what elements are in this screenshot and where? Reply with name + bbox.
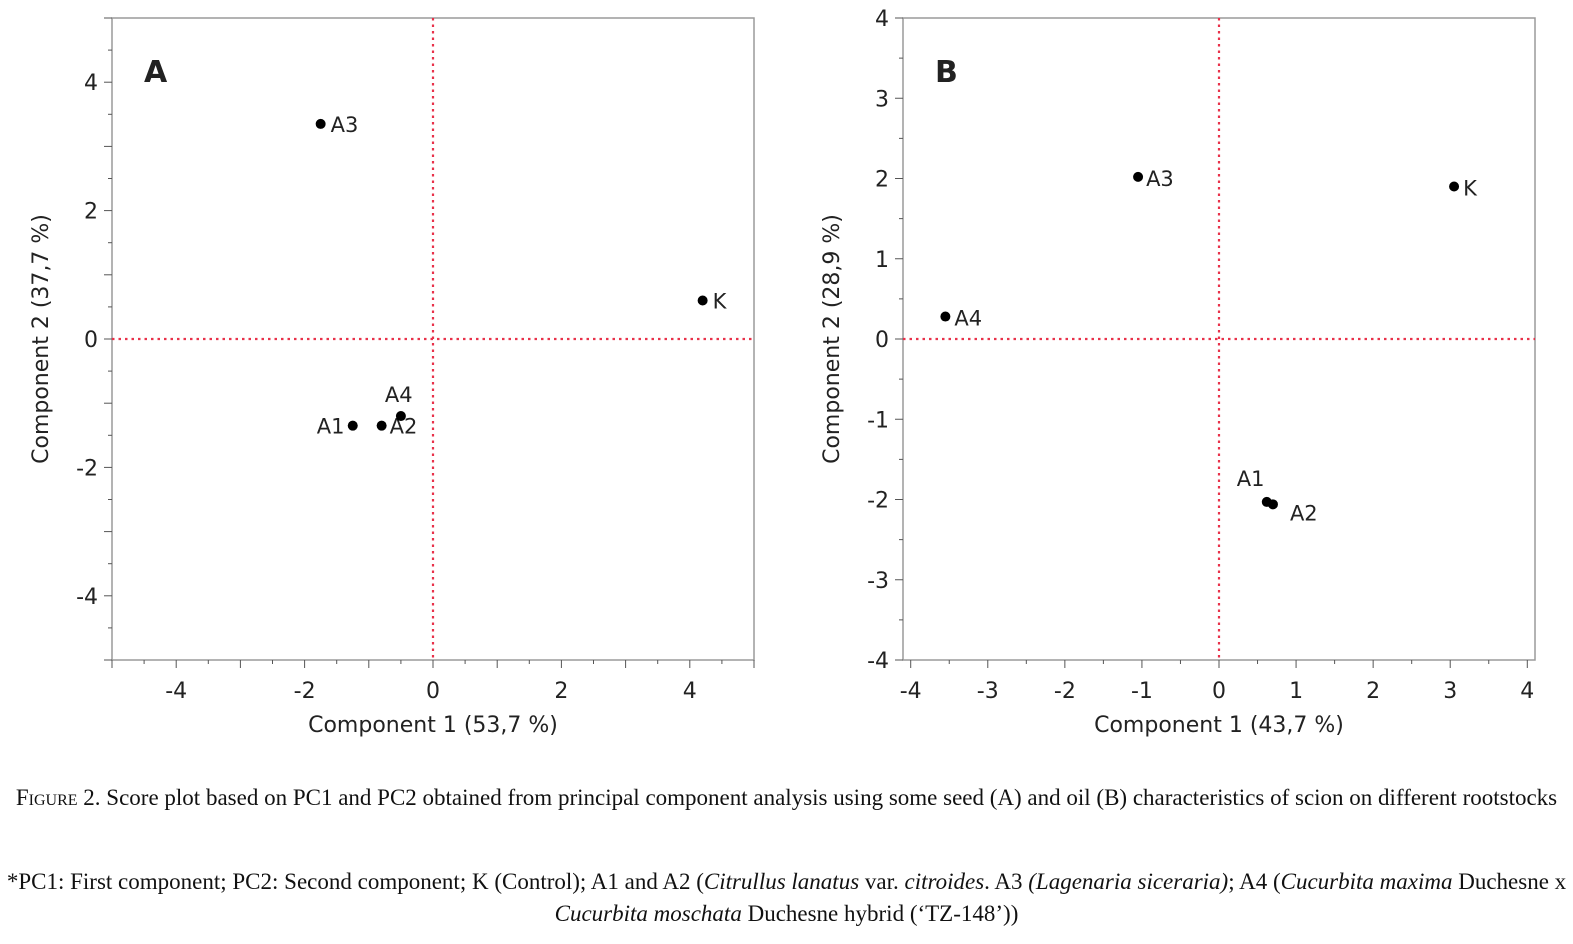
x-tick-label: 3: [1443, 679, 1457, 704]
footnote-species: citroides: [904, 869, 985, 894]
x-tick-label: 4: [683, 679, 697, 704]
y-tick-label: -2: [867, 489, 889, 514]
y-tick-label: 2: [875, 168, 889, 193]
footnote-species: Cucurbita maxima: [1280, 869, 1453, 894]
y-tick-label: -4: [76, 585, 98, 610]
y-tick-label: 2: [84, 200, 98, 225]
panel-b-score-plot: -4 -3 -2 -1 0 1 2 3 4 -4 -3 -2 -1 0 1 2 3 4 Component 1 (4…: [820, 7, 1536, 738]
data-point: [1267, 499, 1278, 510]
y-tick-label: -3: [867, 569, 889, 594]
y-tick-label: -4: [867, 649, 889, 674]
x-tick-label: -4: [900, 679, 922, 704]
footnote-species: Cucurbita moschata: [554, 901, 742, 926]
point-label: A2: [1290, 501, 1318, 525]
x-tick-label: 4: [1520, 679, 1534, 704]
x-tick-label: -4: [165, 679, 187, 704]
footnote-part: *PC1: First component; PC2: Second compo…: [6, 869, 704, 894]
panel-label: A: [144, 55, 168, 90]
point-label: A1: [1237, 467, 1265, 491]
footnote-part: Duchesne x: [1452, 869, 1567, 894]
footnote-part: Duchesne hybrid (‘TZ-148’)): [741, 901, 1019, 926]
x-tick-label: 2: [554, 679, 568, 704]
y-tick-label: -1: [867, 408, 889, 433]
y-tick-label: 0: [875, 328, 889, 353]
x-tick-label: -2: [294, 679, 316, 704]
figure-number: Figure 2.: [15, 785, 101, 810]
point-label: A3: [331, 113, 359, 137]
y-tick-label: 4: [875, 7, 889, 32]
y-axis-title: Component 2 (37,7 %): [29, 214, 54, 464]
y-tick-label: -2: [76, 456, 98, 481]
point-label: K: [1463, 177, 1478, 201]
plot-frame: [111, 17, 755, 661]
point-label: A3: [1146, 167, 1174, 191]
point-label: A1: [317, 415, 345, 439]
x-tick-label: 0: [426, 679, 440, 704]
y-tick-label: 4: [84, 71, 98, 96]
data-point: [347, 420, 358, 431]
x-axis-title: Component 1 (43,7 %): [1094, 713, 1344, 738]
data-point: [697, 295, 708, 306]
x-tick-label: 1: [1289, 679, 1303, 704]
figure-footnote: *PC1: First component; PC2: Second compo…: [0, 866, 1573, 930]
footnote-part: . A3: [984, 869, 1029, 894]
point-label: A4: [385, 383, 413, 407]
x-tick-label: 2: [1366, 679, 1380, 704]
panel-label: B: [935, 55, 958, 90]
x-tick-label: 0: [1212, 679, 1226, 704]
data-point: [315, 118, 326, 129]
y-tick-label: 3: [875, 87, 889, 112]
panel-a-score-plot: -4 -2 0 2 4 -4 -2 0 2 4 Component 1 (53,7 %) Compon…: [29, 17, 755, 738]
x-tick-label: -1: [1131, 679, 1153, 704]
figure-caption-text: Score plot based on PC1 and PC2 obtained…: [100, 785, 1558, 810]
figure-caption: Figure 2. Score plot based on PC1 and PC…: [0, 782, 1573, 814]
y-tick-label: 1: [875, 248, 889, 273]
footnote-species: Citrullus lanatus: [703, 869, 860, 894]
x-tick-label: -2: [1054, 679, 1076, 704]
footnote-part: ; A4 (: [1228, 869, 1281, 894]
data-point: [376, 420, 387, 431]
footnote-species: (Lagenaria siceraria): [1028, 869, 1229, 894]
footnote-part: var.: [859, 869, 905, 894]
plot-frame: [902, 17, 1536, 661]
x-axis-title: Component 1 (53,7 %): [308, 713, 558, 738]
point-label: K: [713, 289, 728, 313]
figure-charts: -4 -2 0 2 4 -4 -2 0 2 4 Component 1 (53,7 %) Compon…: [29, 7, 1536, 738]
point-label: A4: [954, 307, 982, 331]
x-tick-label: -3: [977, 679, 999, 704]
data-point: [1133, 171, 1144, 182]
data-point: [1449, 181, 1460, 192]
data-point: [940, 311, 951, 322]
data-point: [395, 411, 406, 422]
y-axis-title: Component 2 (28,9 %): [820, 214, 845, 464]
y-tick-label: 0: [84, 328, 98, 353]
